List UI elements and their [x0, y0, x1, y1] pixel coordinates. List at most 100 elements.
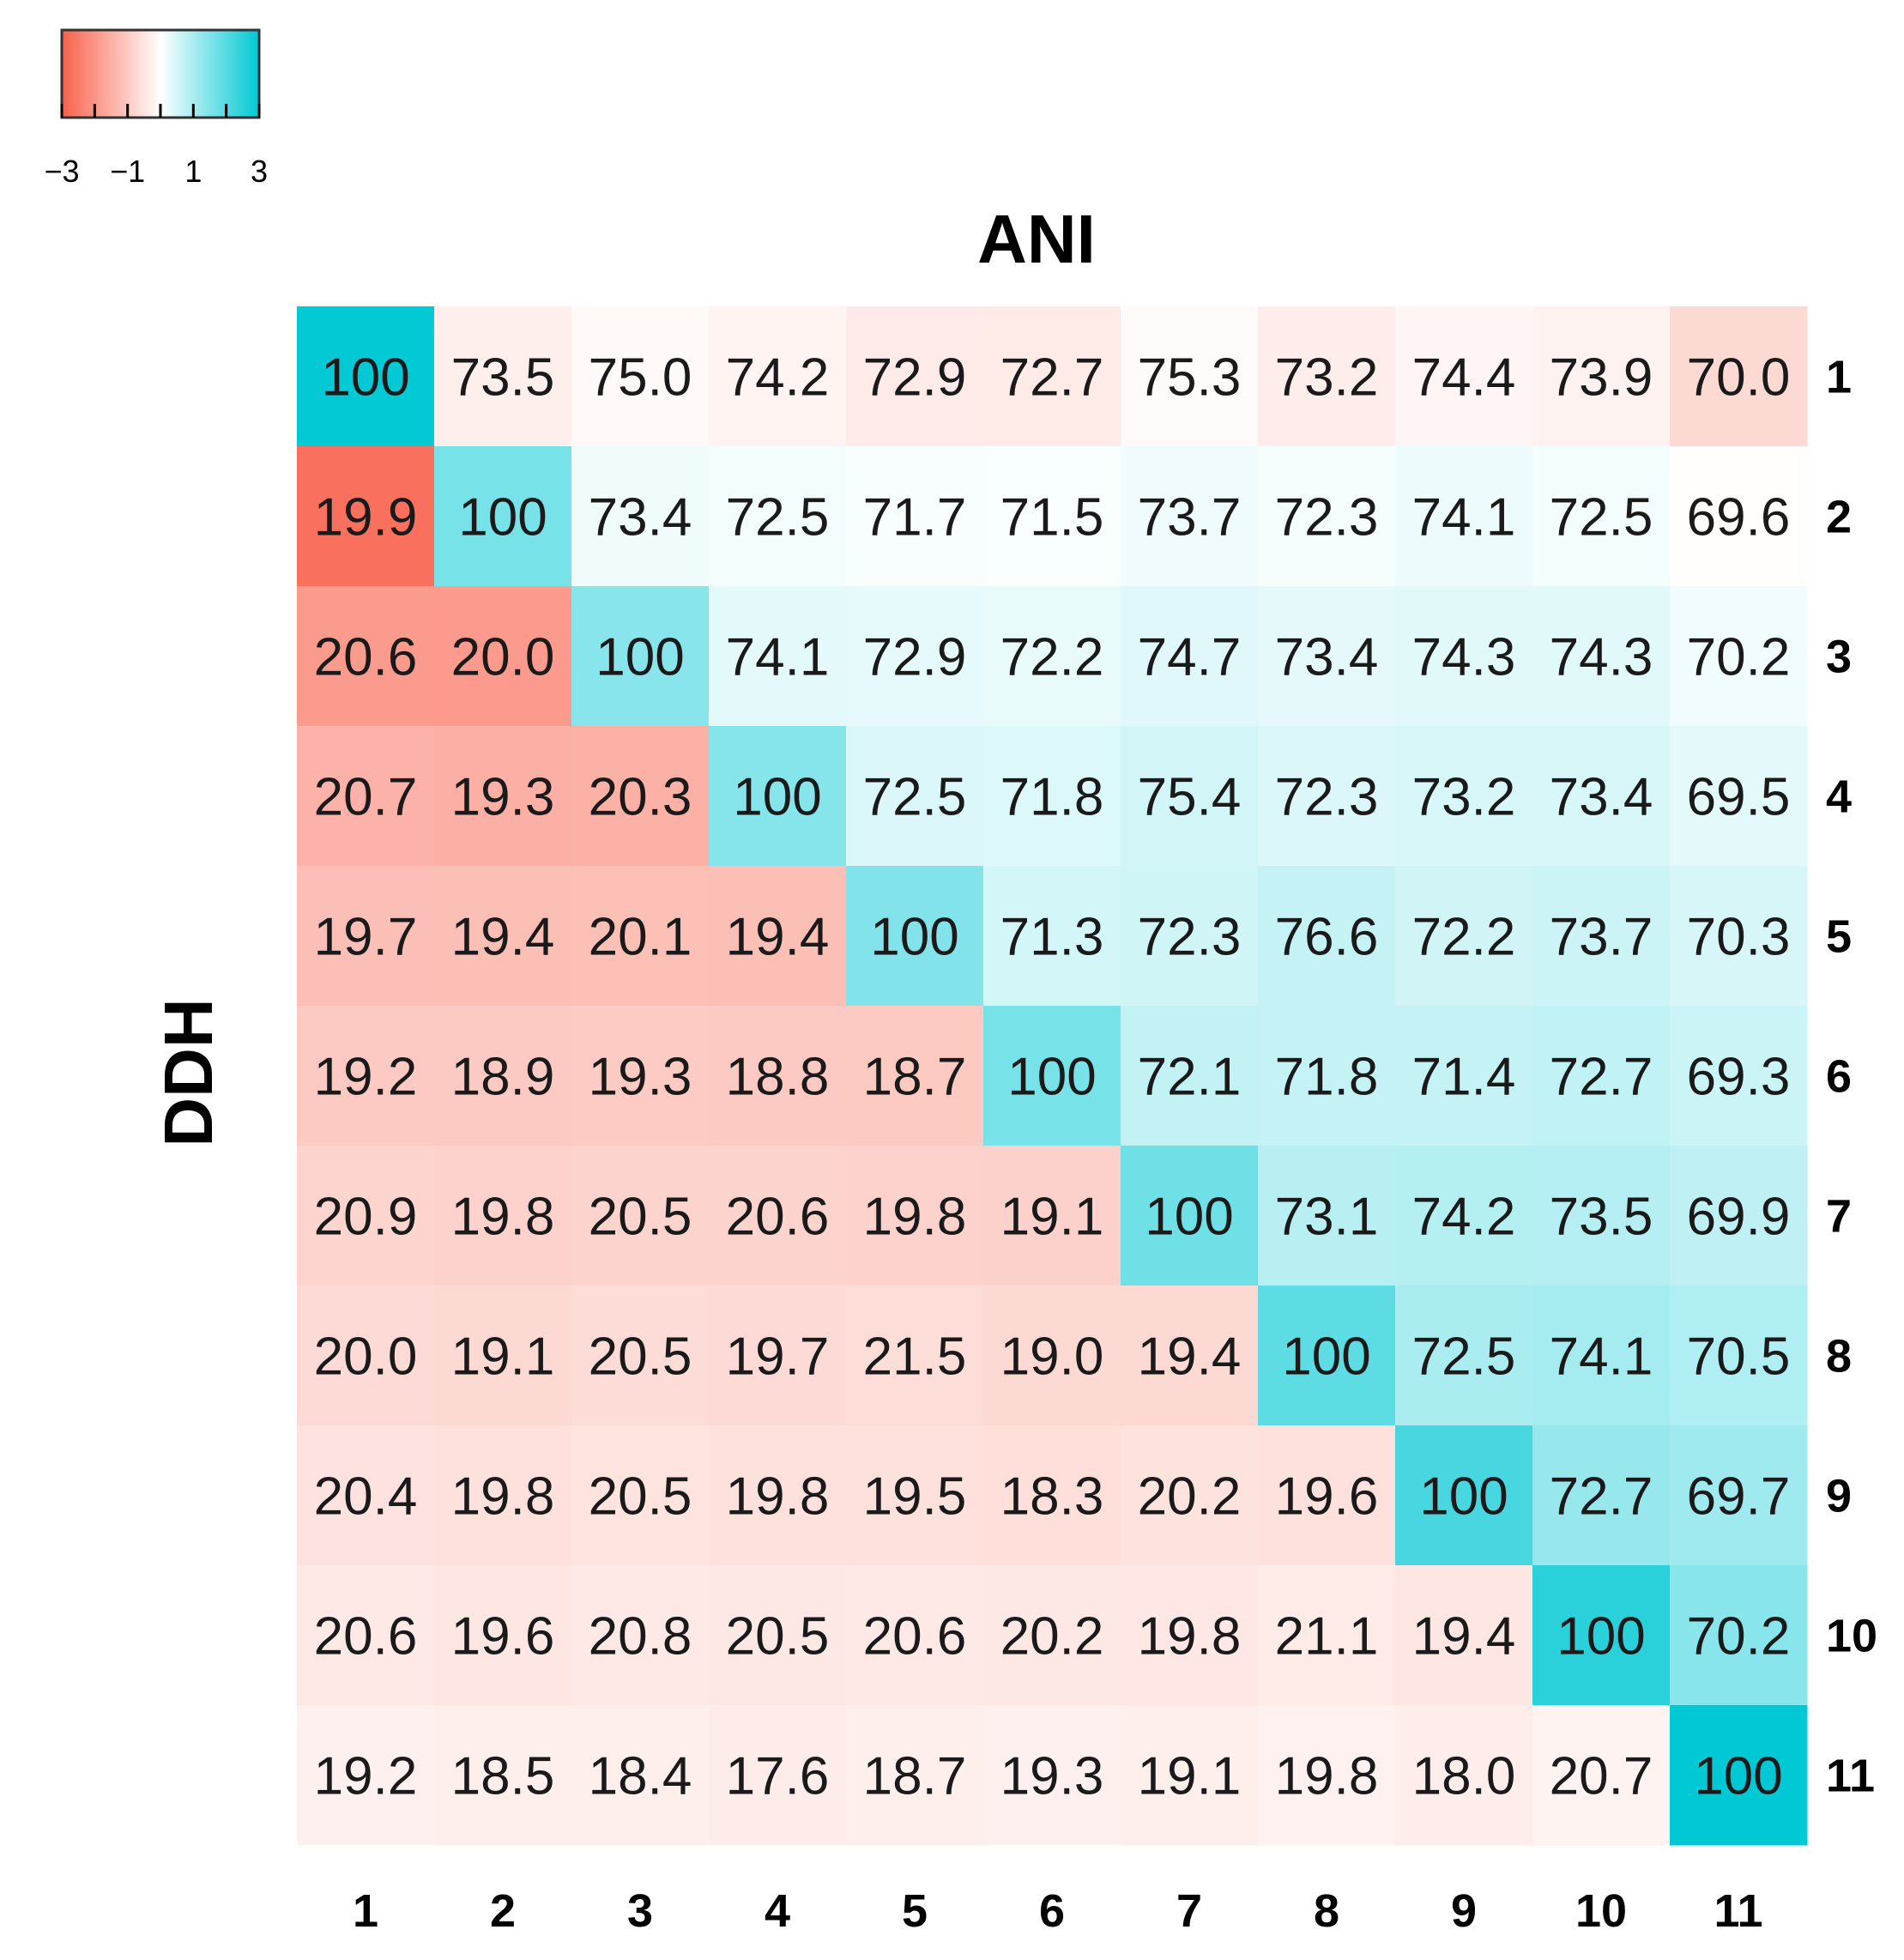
heatmap-cell-label: 17.6 — [726, 1747, 830, 1806]
heatmap-cell — [434, 586, 572, 727]
heatmap-cell-label: 18.5 — [451, 1747, 555, 1806]
x-tick-label: 3 — [627, 1885, 653, 1937]
heatmap-cell — [434, 446, 572, 587]
heatmap-cell — [1258, 1705, 1396, 1846]
heatmap-cell-label: 70.2 — [1687, 1607, 1791, 1667]
heatmap-cell — [1258, 726, 1396, 867]
heatmap-cell-label: 72.1 — [1138, 1048, 1242, 1107]
heatmap-cell — [1258, 1425, 1396, 1566]
heatmap-cell-label: 74.3 — [1412, 628, 1516, 687]
heatmap-cell-labels: 100 73.5 75.0 74.2 72.9 72.7 75.3 73.2 74.4 73.9 7… — [314, 348, 1791, 1806]
heatmap-cell — [1258, 306, 1396, 447]
heatmap-cell-label: 20.0 — [451, 628, 555, 687]
heatmap-cell-label: 74.2 — [726, 348, 830, 408]
heatmap-cell-label: 19.8 — [1275, 1747, 1379, 1806]
heatmap-cell-label: 19.5 — [863, 1467, 967, 1527]
heatmap-cell-label: 19.6 — [451, 1607, 555, 1667]
heatmap-cell — [983, 1425, 1121, 1566]
heatmap-cell — [846, 1705, 984, 1846]
heatmap-cell-label: 19.8 — [1138, 1607, 1242, 1667]
heatmap-cell-label: 72.9 — [863, 628, 967, 687]
heatmap-cell — [1258, 1006, 1396, 1146]
heatmap-cell — [571, 866, 710, 1007]
heatmap-cell — [434, 306, 572, 447]
heatmap-cell — [846, 306, 984, 447]
heatmap-cell — [709, 1146, 847, 1286]
x-tick-label: 10 — [1575, 1885, 1627, 1937]
heatmap-cell — [571, 446, 710, 587]
heatmap-cell — [846, 586, 984, 727]
heatmap-cell-label: 100 — [595, 628, 684, 687]
heatmap-cell-label: 72.7 — [1550, 1467, 1653, 1527]
heatmap-cell-label: 70.0 — [1687, 348, 1791, 408]
heatmap-cell-label: 20.6 — [314, 1607, 418, 1667]
heatmap-cell-label: 73.4 — [1550, 768, 1653, 827]
heatmap-cell — [1258, 586, 1396, 727]
y-tick-label: 2 — [1826, 492, 1852, 543]
heatmap-cell-label: 19.7 — [726, 1328, 830, 1387]
heatmap-cell — [983, 866, 1121, 1007]
heatmap-cell — [1395, 306, 1533, 447]
heatmap-cell-label: 73.4 — [589, 488, 692, 547]
heatmap-cell — [1121, 1285, 1259, 1426]
heatmap-cell-label: 100 — [733, 768, 821, 827]
heatmap-cell — [983, 1285, 1121, 1426]
heatmap-cell — [846, 1006, 984, 1146]
legend-ticks — [60, 104, 261, 118]
heatmap-cell-label: 71.4 — [1412, 1048, 1516, 1107]
heatmap-cell-label: 20.7 — [1550, 1747, 1653, 1806]
heatmap-cell — [1532, 1565, 1671, 1706]
heatmap-cell-label: 19.8 — [451, 1467, 555, 1527]
y-tick-label: 3 — [1826, 632, 1852, 683]
heatmap-cell-label: 20.2 — [1138, 1467, 1242, 1527]
heatmap-cell-label: 19.3 — [1000, 1747, 1104, 1806]
heatmap-cell-label: 69.5 — [1687, 768, 1791, 827]
heatmap-cell — [1395, 586, 1533, 727]
x-axis-title: ANI — [977, 201, 1096, 277]
heatmap-cell — [846, 446, 984, 587]
heatmap-cell — [1121, 586, 1259, 727]
heatmap-cell — [434, 1285, 572, 1426]
heatmap-cell-label: 70.2 — [1687, 628, 1791, 687]
heatmap-cell-label: 19.1 — [1138, 1747, 1242, 1806]
x-tick-label: 11 — [1714, 1885, 1762, 1937]
heatmap-cell-label: 74.7 — [1138, 628, 1242, 687]
heatmap-cell-label: 19.3 — [589, 1048, 692, 1107]
heatmap-cell-label: 74.1 — [726, 628, 830, 687]
y-tick-label: 11 — [1826, 1751, 1875, 1802]
heatmap-cell — [297, 586, 435, 727]
x-tick-label: 9 — [1451, 1885, 1477, 1937]
heatmap-cell — [1532, 1006, 1671, 1146]
heatmap-cell-label: 100 — [870, 908, 958, 967]
heatmap-cell — [434, 866, 572, 1007]
heatmap-cell — [1121, 1146, 1259, 1286]
heatmap-cell — [709, 1705, 847, 1846]
x-tick-label: 5 — [902, 1885, 928, 1937]
y-tick-label: 5 — [1826, 911, 1852, 963]
heatmap-cell — [1395, 1425, 1533, 1566]
heatmap-cell-label: 18.8 — [726, 1048, 830, 1107]
heatmap-cell-label: 21.1 — [1275, 1607, 1379, 1667]
heatmap-cell-label: 69.9 — [1687, 1188, 1791, 1247]
heatmap-cell-label: 19.1 — [451, 1328, 555, 1387]
y-tick-label: 1 — [1826, 352, 1852, 403]
heatmap-cell — [571, 726, 710, 867]
heatmap-cell-label: 74.2 — [1412, 1188, 1516, 1247]
heatmap-cell-label: 18.7 — [863, 1048, 967, 1107]
heatmap-cell-label: 72.7 — [1550, 1048, 1653, 1107]
heatmap-cell-label: 75.0 — [589, 348, 692, 408]
heatmap-cell — [983, 726, 1121, 867]
heatmap-cell-label: 75.3 — [1138, 348, 1242, 408]
heatmap-cell — [709, 726, 847, 867]
heatmap-cell — [709, 306, 847, 447]
heatmap-cell-label: 20.6 — [863, 1607, 967, 1667]
heatmap-cell — [1532, 1285, 1671, 1426]
heatmap-cell — [846, 726, 984, 867]
legend-tick-label: 3 — [251, 154, 268, 189]
heatmap-cell — [297, 306, 435, 447]
heatmap-cell — [1395, 1006, 1533, 1146]
heatmap-cell — [846, 1425, 984, 1566]
heatmap-cell-label: 19.8 — [451, 1188, 555, 1247]
heatmap-cell-label: 72.3 — [1275, 768, 1379, 827]
heatmap-cell — [571, 586, 710, 727]
